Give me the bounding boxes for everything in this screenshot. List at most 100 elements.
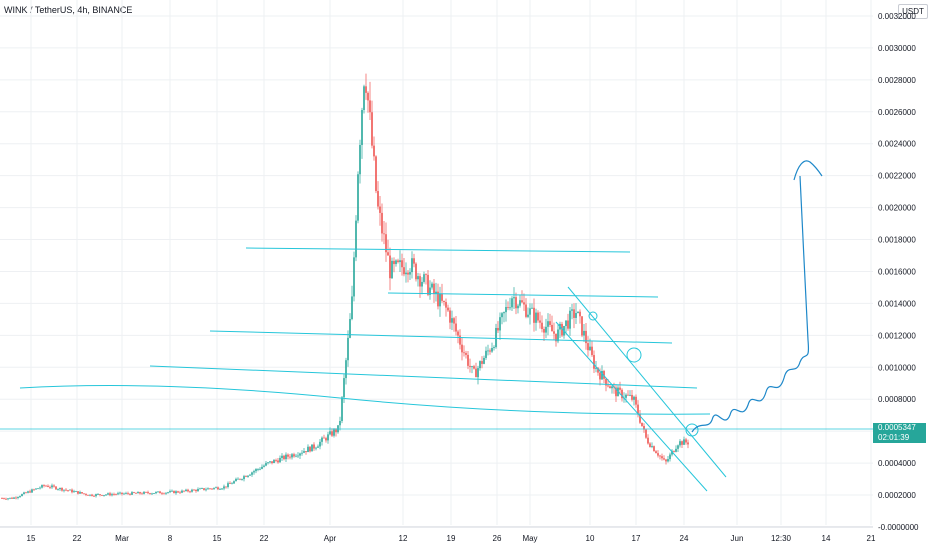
x-axis: 15 22 Mar 8 15 22 Apr 12 19 26 May 10 17 24 Jun 12:30 14…: [0, 526, 876, 543]
candle: [111, 492, 113, 497]
candle: [459, 329, 461, 350]
candle: [31, 488, 33, 493]
resistance-line-1[interactable]: [245, 247, 631, 253]
candle: [313, 442, 315, 451]
candle: [241, 478, 243, 481]
candle: [143, 490, 145, 495]
candle: [429, 280, 431, 300]
candle: [75, 490, 77, 492]
candle: [197, 487, 199, 492]
candle: [181, 489, 183, 494]
candle: [577, 311, 579, 314]
marker-circle-1[interactable]: [588, 311, 598, 321]
candle: [653, 445, 655, 452]
candle: [431, 281, 433, 290]
candle: [569, 307, 571, 336]
candle: [357, 171, 359, 224]
y-tick-label: 0.0012000: [878, 331, 916, 340]
candle: [573, 303, 575, 329]
marker-circle-3[interactable]: [685, 423, 699, 437]
candle: [687, 439, 689, 449]
resistance-line-3[interactable]: [209, 330, 673, 344]
arrow-head: [793, 160, 823, 181]
x-tick-label: Apr: [324, 534, 337, 543]
support-line-1[interactable]: [149, 365, 698, 389]
candle: [299, 452, 301, 460]
candle: [163, 492, 165, 495]
candle: [641, 422, 643, 427]
candle: [375, 155, 377, 194]
candle: [193, 489, 195, 491]
candle: [189, 490, 191, 494]
candle: [683, 436, 685, 445]
candle: [407, 270, 409, 283]
candle: [61, 487, 63, 492]
channel-lower[interactable]: [555, 321, 708, 492]
candle: [121, 492, 123, 496]
candle: [423, 271, 425, 284]
candle: [585, 323, 587, 350]
y-tick-label: 0.0010000: [878, 363, 916, 372]
channel-upper[interactable]: [567, 286, 727, 478]
candles: [1, 73, 689, 501]
drawings[interactable]: [19, 247, 727, 492]
candle: [547, 313, 549, 336]
candle: [95, 493, 97, 498]
candle: [489, 348, 491, 355]
candle: [371, 100, 373, 149]
candle: [351, 285, 353, 321]
candle: [511, 296, 513, 312]
support-curve[interactable]: [19, 385, 711, 415]
candle: [673, 450, 675, 453]
candle: [51, 483, 53, 489]
candle: [141, 492, 143, 495]
candle: [491, 342, 493, 353]
candle: [455, 316, 457, 336]
candle: [89, 494, 91, 497]
candle: [297, 452, 299, 458]
candle: [215, 486, 217, 489]
price-scale-unit-button[interactable]: USDT: [898, 4, 928, 19]
candle: [191, 488, 193, 493]
candle: [237, 477, 239, 480]
chart-title: WINK / TetherUS, 4h, BINANCE: [4, 5, 133, 15]
candle: [549, 313, 551, 328]
candle: [315, 446, 317, 451]
candle: [249, 473, 251, 476]
candle: [333, 427, 335, 438]
x-tick-label: 24: [680, 534, 689, 543]
candle: [523, 293, 525, 311]
candle: [391, 257, 393, 279]
projection-arrow[interactable]: [691, 160, 823, 433]
x-tick-label: 8: [168, 534, 173, 543]
marker-circle-2[interactable]: [626, 347, 642, 363]
candle: [221, 487, 223, 490]
candle: [503, 311, 505, 323]
candle: [267, 461, 269, 465]
candle: [5, 497, 7, 500]
candle: [307, 444, 309, 453]
candle: [427, 270, 429, 297]
candle: [71, 488, 73, 494]
resistance-line-2[interactable]: [387, 292, 659, 298]
candle: [361, 107, 363, 159]
candle: [627, 390, 629, 396]
candle: [225, 486, 227, 489]
candle: [19, 495, 21, 498]
candle: [609, 384, 611, 389]
candle: [285, 452, 287, 463]
candle: [29, 489, 31, 493]
candle: [233, 480, 235, 485]
candle: [53, 484, 55, 488]
candle: [21, 493, 23, 497]
candle: [593, 350, 595, 373]
candle: [123, 492, 125, 495]
candle: [63, 489, 65, 493]
candle: [587, 336, 589, 357]
candle: [149, 492, 151, 495]
candle: [339, 416, 341, 431]
candle: [227, 481, 229, 489]
candle: [219, 487, 221, 490]
projection-path[interactable]: [691, 175, 810, 433]
